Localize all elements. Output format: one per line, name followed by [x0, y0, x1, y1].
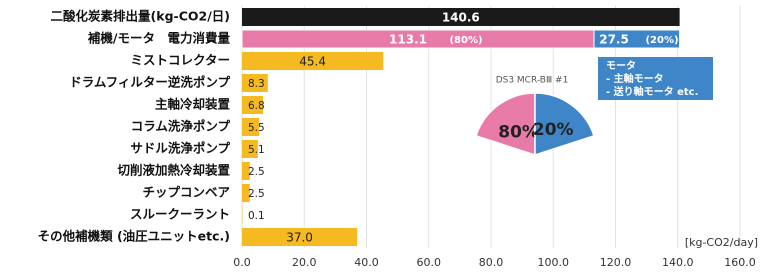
- x-tick-label: 140.0: [662, 256, 694, 269]
- x-tick-label: 40.0: [354, 256, 379, 269]
- annotation-text: - 送り軸モータ etc.: [606, 85, 698, 98]
- bar: [242, 184, 250, 202]
- share-label: (80%): [449, 35, 482, 46]
- value-label: 6.8: [248, 100, 265, 112]
- value-label: 0.1: [248, 210, 265, 222]
- category-label: 切削液加熱冷却装置: [117, 163, 230, 178]
- bar: [242, 52, 384, 70]
- category-label: チップコンベア: [142, 185, 230, 200]
- value-label: 27.5: [599, 33, 629, 47]
- value-label: 8.3: [248, 78, 265, 90]
- value-label: 2.5: [248, 188, 265, 200]
- category-label: その他補機類 (油圧ユニットetc.): [38, 229, 230, 244]
- bar: [242, 162, 250, 180]
- pie-label: 20%: [533, 120, 574, 140]
- pie-slice: [475, 92, 536, 157]
- annotation-text: モータ: [606, 60, 636, 72]
- value-label: 2.5: [248, 166, 265, 178]
- x-tick-label: 80.0: [479, 256, 504, 269]
- category-label: 二酸化炭素排出量(kg-CO2/日): [51, 9, 230, 24]
- value-label: 5.1: [248, 144, 265, 156]
- category-label: コラム洗浄ポンプ: [131, 119, 231, 134]
- category-label: サドル洗浄ポンプ: [130, 141, 230, 156]
- category-label: ミストコレクター: [130, 53, 230, 68]
- x-tick-label: 20.0: [292, 256, 317, 269]
- x-tick-label: 60.0: [417, 256, 442, 269]
- category-label: ドラムフィルター逆洗ポンプ: [69, 75, 230, 90]
- value-label: 37.0: [286, 231, 313, 245]
- x-tick-label: 100.0: [538, 256, 570, 269]
- pie-slice: [534, 92, 595, 157]
- value-label: 140.6: [442, 11, 480, 25]
- bar: [242, 118, 260, 136]
- pie-label: 80%: [498, 122, 539, 142]
- bar: [242, 96, 264, 114]
- value-label: 113.1: [389, 33, 427, 47]
- annotation-box: [598, 57, 713, 100]
- category-label: 補機/モータ 電力消費量: [87, 31, 231, 46]
- pie-title: DS3 MCR-BⅢ #1: [496, 76, 569, 86]
- x-tick-label: 120.0: [600, 256, 632, 269]
- share-label: (20%): [645, 35, 678, 46]
- x-unit: [kg-CO2/day]: [685, 236, 758, 249]
- bar: [242, 228, 358, 246]
- category-label: スルークーラント: [130, 207, 230, 222]
- x-tick-label: 160.0: [724, 256, 756, 269]
- value-label: 5.5: [248, 122, 265, 134]
- bar: [242, 140, 258, 158]
- bar: [242, 8, 680, 26]
- bar: [242, 74, 268, 92]
- value-label: 45.4: [299, 55, 326, 69]
- stacked-bar: [593, 29, 681, 49]
- x-tick-label: 0.0: [233, 256, 251, 269]
- annotation-text: - 主軸モータ: [606, 72, 664, 85]
- category-label: 主軸冷却装置: [155, 97, 231, 112]
